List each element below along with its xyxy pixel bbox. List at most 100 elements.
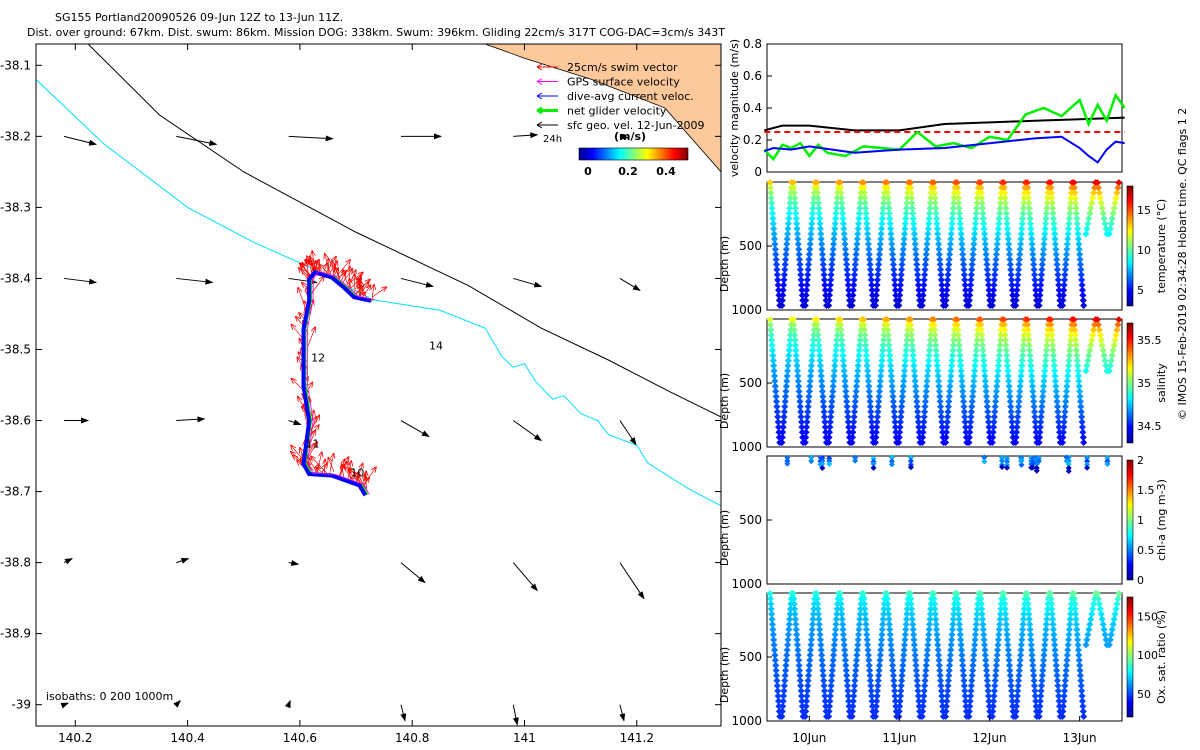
profile-point [980,362,988,370]
y-tick-label: -39 [11,698,31,712]
profile-point [1074,646,1082,654]
profile-point [802,707,810,715]
profile-point [960,682,968,690]
profile-point [981,372,989,380]
profile-point [1007,408,1015,416]
profile-point [771,245,779,253]
profile-point [1082,230,1090,238]
profile-point [1072,615,1080,623]
profile-point [955,615,963,623]
profile-point [862,615,870,623]
profile-point [826,697,834,705]
profile-point [1087,341,1095,349]
profile-point [1014,687,1022,695]
profile-point [908,615,916,623]
profile-point [887,230,895,238]
profile-point [884,605,892,613]
profile-point [1078,281,1086,289]
profile-point [817,646,825,654]
profile-point [1049,214,1057,222]
profile-point [782,666,790,674]
chl-point [1063,458,1070,465]
profile-point [1102,636,1110,644]
profile-point [1039,387,1047,395]
profile-point [948,357,956,365]
profile-point [819,255,827,263]
profile-point [818,377,826,385]
profile-point [956,351,964,359]
swim-vector [329,454,334,474]
profile-point [1017,377,1025,385]
profile-point [767,605,775,613]
profile-point [877,641,885,649]
profile-point [785,346,793,354]
profile-point [1015,403,1023,411]
profile-point [830,230,838,238]
profile-point [780,687,788,695]
profile-point [821,418,829,426]
profile-point [1071,605,1079,613]
profile-point [816,362,824,370]
profile-point [866,266,874,274]
profile-point [914,692,922,700]
profile-point [868,692,876,700]
profile-point [843,398,851,406]
profile-point [848,433,856,441]
profile-point [1013,428,1021,436]
profile-point [912,656,920,664]
legend-label: sfc geo. vel. 12-Jun-2009 [567,119,704,132]
geo-velocity-vector [619,420,637,446]
profile-point [914,687,922,695]
profile-point [922,250,930,258]
profile-point [1016,382,1024,390]
profile-point [1041,225,1049,233]
colorbar-tick-label: 150 [1137,610,1158,623]
profile-point [981,240,989,248]
profile-point [1025,204,1033,212]
profile-point [773,398,781,406]
profile-point [816,220,824,228]
profile-point [1100,625,1108,633]
profile-point [897,408,905,416]
profile-point [791,610,799,618]
legend-arrowhead [536,92,543,100]
profile-point [791,194,799,202]
profile-point [828,392,836,400]
profile-point [958,377,966,385]
profile-point [864,367,872,375]
profile-point [1071,194,1079,202]
profile-point [1061,408,1069,416]
profile-point [862,209,870,217]
profile-point [925,209,933,217]
profile-point [860,600,868,608]
profile-point [844,692,852,700]
profile-point [855,214,863,222]
swim-vector [343,270,348,284]
profile-point [972,620,980,628]
profile-point [946,382,954,390]
profile-point [896,428,904,436]
profile-point [1065,362,1073,370]
profile-point [779,697,787,705]
profile-point [843,677,851,685]
profile-point [1053,398,1061,406]
profile-point [845,702,853,710]
profile-point [1040,656,1048,664]
geo-velocity-vector [400,420,430,438]
profile-point [795,382,803,390]
profile-point [919,291,927,299]
profile-point [949,620,957,628]
profile-point [817,235,825,243]
profile-point [1049,341,1057,349]
profile-point [1082,367,1090,375]
profile-point [1064,646,1072,654]
profile-point [832,209,840,217]
profile-point [1040,245,1048,253]
profile-point [806,382,814,390]
profile-point [1043,204,1051,212]
profile-point [876,377,884,385]
colorbar-tick-label: 35.5 [1137,334,1162,347]
profile-point [1036,296,1044,304]
profile-point [989,291,997,299]
